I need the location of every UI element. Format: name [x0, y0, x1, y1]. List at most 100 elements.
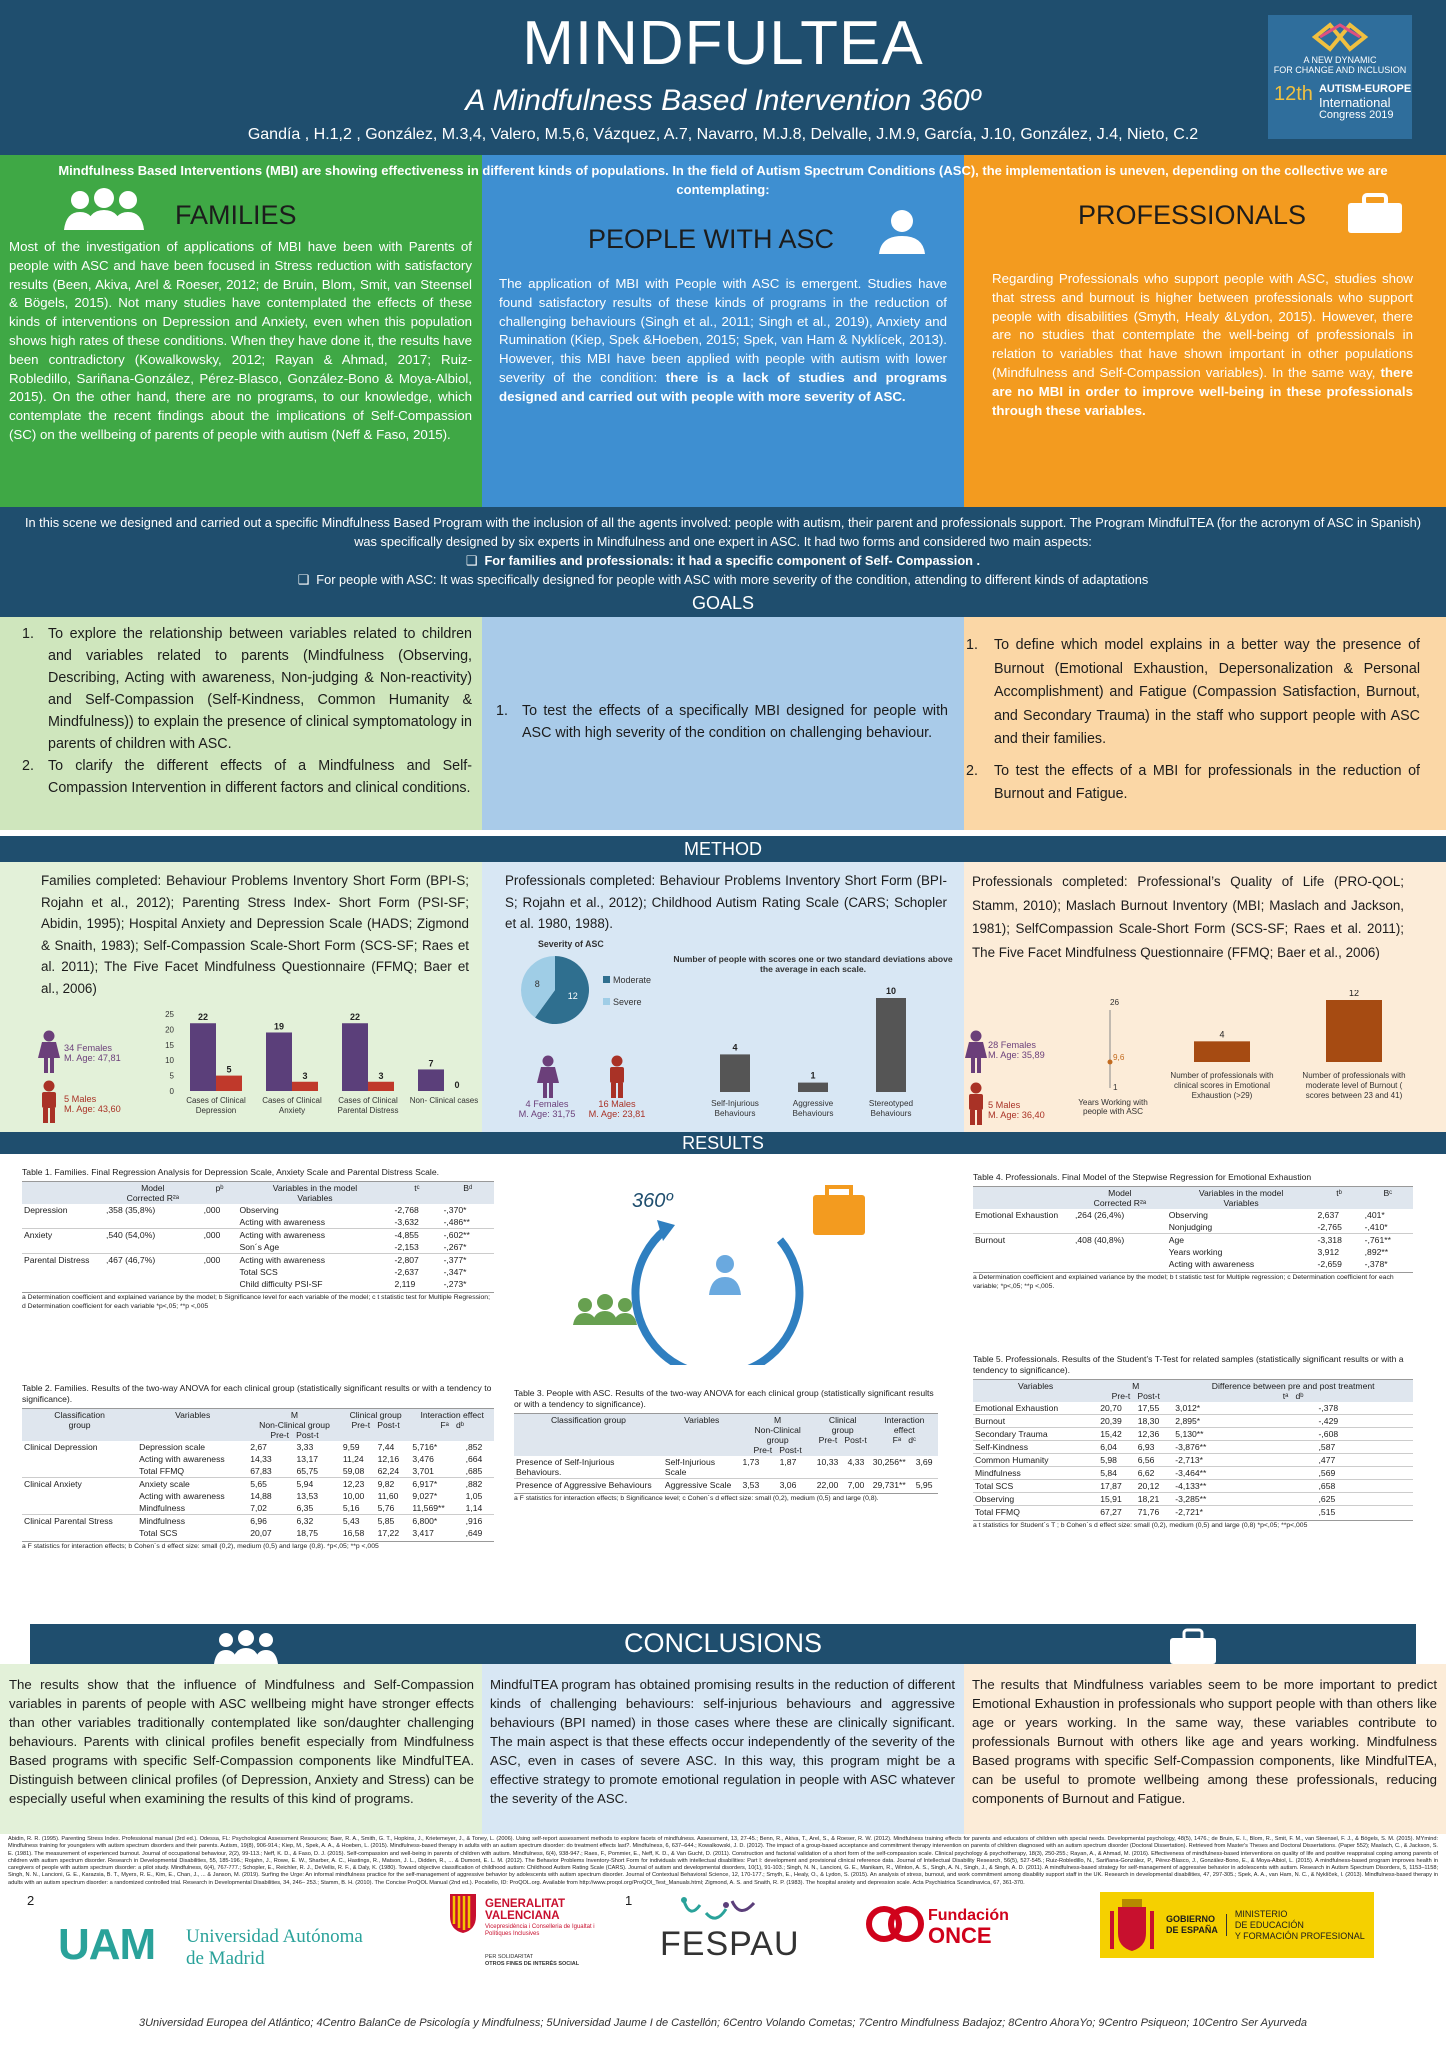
table-4-cell: -2,765	[1317, 1222, 1342, 1232]
y-tick-label: 0	[170, 1087, 175, 1096]
table-2-cell: Clinical Depression	[24, 1442, 98, 1452]
table-3-cell: 7,00	[847, 1480, 865, 1490]
legend-label: Moderate	[613, 975, 651, 985]
table-5-cell: 5,98	[1100, 1455, 1117, 1465]
category-label: Behaviours	[793, 1109, 834, 1118]
table-1-cell	[104, 1241, 202, 1254]
fam-males-age: M. Age: 43,60	[64, 1104, 121, 1114]
table-5-cell: 71,76	[1137, 1507, 1160, 1517]
table-4-cell: ,401*	[1364, 1210, 1385, 1220]
table-4-cell: ,264 (26,4%)	[1075, 1210, 1125, 1220]
table-1-cell: ,000	[203, 1205, 221, 1215]
category-label: Aggressive	[793, 1099, 834, 1108]
table-4-note: a Determination coefficient and explaine…	[973, 1272, 1413, 1291]
table-3-cell: 3,06	[779, 1480, 797, 1490]
pro-males-label: 5 Males	[988, 1100, 1021, 1110]
table-5-note: a t statistics for Student´s T ; b Cohen…	[973, 1520, 1413, 1530]
conclusions-asc-panel	[482, 1664, 964, 1834]
table-1-cell: -2,153	[394, 1242, 419, 1252]
table-1-row: Anxiety ,540 (54,0%) ,000 Acting with aware…	[22, 1228, 494, 1242]
goal-pro-2: To test the effects of a MBI for profess…	[994, 762, 1420, 803]
intro-text: Mindfulness Based Interventions (MBI) ar…	[58, 163, 1388, 197]
category-label: Stereotyped	[869, 1099, 914, 1108]
y-tick-label: 20	[165, 1025, 174, 1034]
pie-title: Severity of ASC	[538, 939, 604, 949]
category-label: scores between 23 and 41)	[1306, 1091, 1403, 1100]
table-1-cell: -,486**	[443, 1217, 470, 1227]
data-label: 4	[732, 1042, 737, 1052]
table-5-cell: -3,876**	[1175, 1442, 1207, 1452]
table-1-cell	[104, 1216, 202, 1229]
bar	[876, 998, 906, 1092]
min-line-1: MINISTERIO	[1234, 1908, 1288, 1919]
table-4-cell: -3,318	[1317, 1235, 1342, 1245]
table-2-cell: 65,75	[296, 1466, 319, 1476]
table-4-cell	[973, 1221, 1073, 1234]
scene-bullet-2: ❑ For people with ASC: It was specifical…	[297, 572, 1149, 587]
goals-asc-panel	[482, 617, 964, 830]
table-1-cell: Observing	[239, 1205, 279, 1215]
table-5-cell: -2,721*	[1175, 1507, 1203, 1517]
person-icon	[879, 210, 925, 254]
authors: Gandía , H.1,2 , González, M.3,4, Valero…	[247, 126, 1199, 143]
professionals-text: Regarding Professionals who support peop…	[992, 270, 1413, 420]
table-2-cell: 12,16	[377, 1454, 400, 1464]
table-2-cell: 5,65	[250, 1479, 267, 1489]
table-2-cell: ,916	[465, 1516, 483, 1526]
congress-number: 12th	[1274, 83, 1313, 105]
table-4-row: Years working 3,912 ,892**	[973, 1246, 1413, 1258]
table-1-cell: -3,632	[394, 1217, 419, 1227]
table-2-cell: 62,24	[377, 1466, 400, 1476]
category-label: Cases of Clinical	[338, 1096, 398, 1105]
table-2-cell: ,882	[465, 1479, 483, 1489]
severity-pie-chart: 12 8 Moderate Severe	[521, 956, 651, 1024]
generalitat-logo: GENERALITAT VALENCIANA Vicepresidència i C…	[485, 1898, 595, 1938]
table-3-row: Presence of Self-Injurious Behaviours. Se…	[514, 1456, 938, 1479]
pro-females-label: 28 Females	[988, 1040, 1037, 1050]
category-label: clinical scores in Emotional	[1174, 1081, 1270, 1090]
category-label: Cases of Clinical	[186, 1096, 246, 1105]
once-line-1: Fundación	[928, 1907, 1009, 1924]
asc-males: 16 Males M. Age: 23,81	[582, 1099, 652, 1119]
table-5-cell: ,625	[1318, 1494, 1336, 1504]
table-1-cell: ,540 (54,0%)	[106, 1230, 156, 1240]
female-icon	[537, 1055, 559, 1098]
table-2-note: a F statistics for interaction effects; …	[22, 1541, 494, 1551]
poster-header: MINDFULTEA A Mindfulness Based Intervent…	[0, 0, 1446, 155]
table-5-cell: ,515	[1318, 1507, 1336, 1517]
scene-bullet-1: ❑ For families and professionals: it had…	[465, 553, 981, 568]
table-1-cell: -2,768	[394, 1205, 419, 1215]
asc-females-age: M. Age: 31,75	[518, 1109, 576, 1119]
table-3-cell: Aggressive Scale	[664, 1480, 732, 1490]
female-icon	[965, 1030, 987, 1073]
category-label: Depression	[196, 1106, 236, 1115]
table-1-cell	[202, 1266, 238, 1278]
table-3: Table 3. People with ASC. Results of the…	[514, 1388, 938, 1503]
generalitat-shield-icon	[450, 1894, 476, 1933]
goals-title: GOALS	[0, 589, 1446, 617]
table-3-cell: 29,731**	[872, 1480, 906, 1490]
table-2-cell	[22, 1465, 137, 1478]
table-2-row: Clinical Parental Stress Mindfulness 6,96 6…	[22, 1514, 494, 1528]
table-3-cell: Self-Injurious Scale	[664, 1457, 716, 1477]
table-5: Table 5. Professionals. Results of the S…	[973, 1354, 1413, 1530]
table-4-header: Model Corrected R²ᵃ Variables in the model…	[973, 1186, 1413, 1209]
table-5-cell: Common Humanity	[975, 1455, 1049, 1465]
table-4-cell: Burnout	[975, 1235, 1006, 1245]
table-2-cell	[22, 1453, 137, 1465]
scene-text: In this scene we designed and carried ou…	[0, 507, 1446, 589]
table-1-row: Acting with awareness -3,632 -,486**	[22, 1216, 494, 1229]
table-4-title: Table 4. Professionals. Final Model of t…	[973, 1172, 1312, 1182]
table-1-cell: -,602**	[443, 1230, 470, 1240]
table-1-cell: ,358 (35,8%)	[106, 1205, 156, 1215]
pro-males-age: M. Age: 36,40	[988, 1110, 1045, 1120]
table-1-cell	[22, 1266, 104, 1278]
table-2-cell	[22, 1527, 137, 1539]
bar	[798, 1082, 828, 1092]
table-5-cell: 6,04	[1100, 1442, 1117, 1452]
table-5-cell: 20,70	[1100, 1403, 1122, 1413]
table-5-row: Common Humanity 5,98 6,56 -2,713* ,477	[973, 1453, 1413, 1467]
table-5-cell: 12,36	[1137, 1429, 1160, 1439]
table-2-cell: ,649	[465, 1528, 483, 1538]
